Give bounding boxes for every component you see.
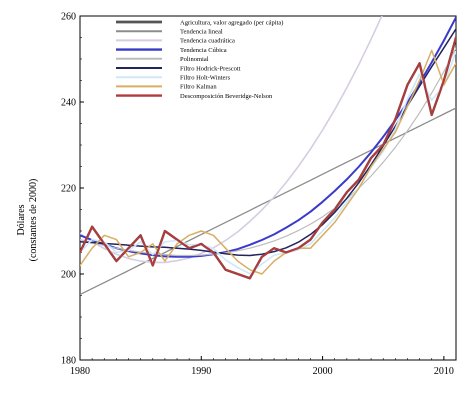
series-line-filtro-holt-winters [80, 50, 456, 275]
legend-label-polinomial: Polinomial [180, 56, 209, 63]
series-line-tendencia-cubica [80, 16, 456, 258]
x-tick-label: 1980 [70, 366, 90, 377]
x-tick-label: 2000 [313, 366, 333, 377]
y-axis-title: Dólares (constantes de 2000) [16, 179, 39, 262]
legend: Agricultura, valor agregado (per cápita)… [116, 19, 283, 100]
legend-label-filtro-holt-winters: Filtro Holt-Winters [180, 75, 231, 82]
legend-label-filtro-hodrick-prescott: Filtro Hodrick-Prescott [180, 65, 241, 72]
axes: 1980 1990 2000 2010 180 200 220 240 260 [61, 12, 457, 377]
y-tick-label: 220 [61, 184, 76, 195]
legend-label-descomposicion-beveridge-nelson: Descomposición Beveridge-Nelson [180, 93, 273, 100]
legend-label-tendencia-cuadratica: Tendencia cuadrática [180, 38, 235, 45]
series-line-tendencia-cuadratica [80, 16, 383, 264]
x-tick-label: 1990 [191, 366, 211, 377]
y-axis-label: Dólares [16, 204, 27, 235]
legend-label-agricultura-valor-agregado-per-capita: Agricultura, valor agregado (per cápita) [180, 19, 283, 26]
legend-label-filtro-kalman: Filtro Kalman [180, 84, 217, 91]
legend-label-tendencia-lineal: Tendencia lineal [180, 29, 223, 36]
series-line-polinomial [80, 47, 456, 257]
y-tick-label: 240 [61, 98, 76, 109]
series-line-filtro-kalman [80, 49, 456, 275]
x-tick-label: 2010 [434, 366, 454, 377]
series-line-descomposicion-beveridge-nelson [80, 36, 456, 280]
series-group [80, 16, 456, 296]
y-tick-label: 200 [61, 270, 76, 281]
legend-label-tendencia-cubica: Tendencia Cúbica [180, 47, 227, 54]
y-tick-label: 180 [61, 356, 76, 367]
series-line-tendencia-lineal [80, 107, 456, 296]
y-axis-sublabel: (constantes de 2000) [28, 179, 39, 262]
series-line-agricultura-valor-agregado-per-capita [80, 36, 456, 280]
y-tick-label: 260 [61, 12, 76, 23]
